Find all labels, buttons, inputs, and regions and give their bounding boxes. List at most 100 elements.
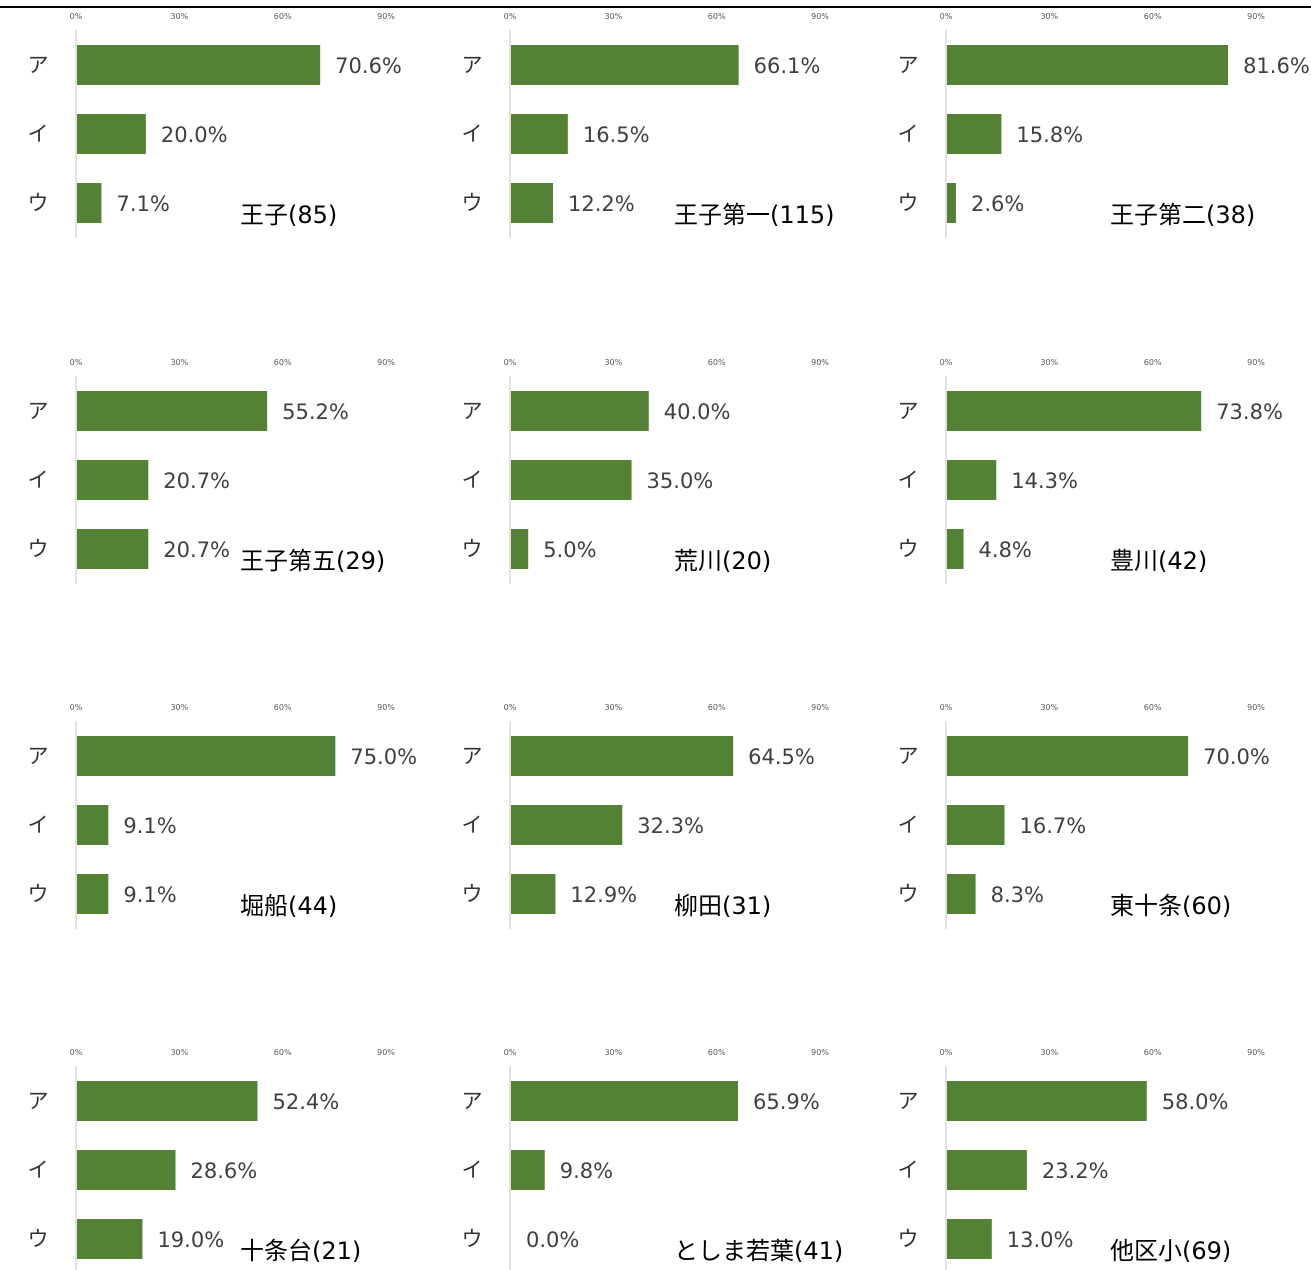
category-label: ア — [28, 744, 49, 768]
data-label: 0.0% — [526, 1228, 579, 1252]
tick-label: 30% — [170, 358, 188, 367]
category-label: イ — [28, 122, 49, 146]
bar — [511, 1150, 545, 1190]
category-label: イ — [28, 1158, 49, 1182]
bar — [511, 391, 649, 431]
tick-label: 30% — [170, 703, 188, 712]
chart-title: 堀船(44) — [240, 892, 337, 920]
bar — [77, 1081, 258, 1121]
category-label: ア — [462, 399, 483, 423]
category-label: イ — [462, 1158, 483, 1182]
data-label: 23.2% — [1042, 1159, 1109, 1183]
data-label: 20.7% — [163, 538, 230, 562]
chart-title: 豊川(42) — [1110, 547, 1207, 575]
data-label: 14.3% — [1011, 469, 1078, 493]
category-label: ウ — [898, 537, 919, 561]
chart-panel: 0% 30% 60% 90% ア 66.1% イ 16.5% ウ 12.2% 王子第一(115) — [462, 12, 835, 238]
chart-panel: 0% 30% 60% 90% ア 40.0% イ 35.0% ウ 5.0% 荒川(20) — [462, 358, 829, 584]
category-label: ウ — [462, 882, 483, 906]
category-label: イ — [28, 813, 49, 837]
category-label: ア — [898, 399, 919, 423]
tick-label: 0% — [70, 12, 83, 21]
bar — [947, 1219, 992, 1259]
tick-label: 60% — [708, 12, 726, 21]
data-label: 7.1% — [116, 192, 169, 216]
top-border-line — [0, 6, 1311, 8]
bar — [77, 805, 109, 845]
chart-panel: 0% 30% 60% 90% ア 70.6% イ 20.0% ウ 7.1% 王子(85) — [28, 12, 402, 238]
bar — [77, 736, 336, 776]
data-label: 4.8% — [979, 538, 1032, 562]
tick-label: 60% — [274, 12, 292, 21]
bar — [77, 1150, 176, 1190]
data-label: 20.0% — [161, 123, 228, 147]
tick-label: 0% — [70, 703, 83, 712]
data-label: 9.1% — [123, 883, 176, 907]
data-label: 15.8% — [1016, 123, 1083, 147]
chart-title: 荒川(20) — [674, 547, 771, 575]
chart-title: 王子(85) — [240, 201, 337, 229]
data-label: 52.4% — [272, 1090, 339, 1114]
tick-label: 90% — [811, 358, 829, 367]
chart-panel: 0% 30% 60% 90% ア 73.8% イ 14.3% ウ 4.8% 豊川(42) — [898, 358, 1283, 584]
chart-title: 他区小(69) — [1110, 1237, 1231, 1265]
bar — [77, 45, 321, 85]
chart-title: 十条台(21) — [240, 1237, 361, 1265]
chart-panel: 0% 30% 60% 90% ア 65.9% イ 9.8% ウ 0.0% としま若葉(41) — [462, 1048, 843, 1270]
bar — [947, 805, 1005, 845]
bar — [511, 529, 529, 569]
bar — [947, 529, 964, 569]
category-label: ア — [28, 1089, 49, 1113]
data-label: 5.0% — [543, 538, 596, 562]
bar — [77, 1219, 143, 1259]
bar — [511, 114, 568, 154]
category-label: ア — [462, 53, 483, 77]
bar — [947, 183, 956, 223]
data-label: 58.0% — [1162, 1090, 1229, 1114]
tick-label: 0% — [940, 703, 953, 712]
category-label: ウ — [28, 882, 49, 906]
tick-label: 0% — [70, 358, 83, 367]
bar — [947, 45, 1229, 85]
category-label: ア — [28, 399, 49, 423]
tick-label: 30% — [604, 12, 622, 21]
category-label: ア — [898, 744, 919, 768]
category-label: イ — [898, 122, 919, 146]
tick-label: 60% — [274, 703, 292, 712]
bar — [511, 45, 739, 85]
data-label: 19.0% — [157, 1228, 224, 1252]
data-label: 28.6% — [191, 1159, 258, 1183]
tick-label: 90% — [377, 358, 395, 367]
tick-label: 0% — [940, 358, 953, 367]
category-label: ウ — [462, 191, 483, 215]
category-label: ウ — [28, 537, 49, 561]
bar — [511, 183, 554, 223]
tick-label: 60% — [708, 1048, 726, 1057]
chart-title: 王子第五(29) — [240, 547, 385, 575]
bar — [77, 391, 268, 431]
data-label: 55.2% — [282, 400, 349, 424]
category-label: ア — [462, 1089, 483, 1113]
data-label: 9.8% — [560, 1159, 613, 1183]
tick-label: 30% — [1040, 12, 1058, 21]
category-label: ウ — [898, 1227, 919, 1251]
tick-label: 90% — [377, 1048, 395, 1057]
bar — [77, 460, 149, 500]
tick-label: 30% — [1040, 703, 1058, 712]
category-label: ア — [28, 53, 49, 77]
tick-label: 30% — [604, 358, 622, 367]
tick-label: 30% — [170, 12, 188, 21]
data-label: 70.0% — [1203, 745, 1270, 769]
tick-label: 0% — [504, 12, 517, 21]
data-label: 8.3% — [991, 883, 1044, 907]
tick-label: 0% — [504, 358, 517, 367]
category-label: イ — [462, 122, 483, 146]
data-label: 16.5% — [583, 123, 650, 147]
category-label: ウ — [898, 191, 919, 215]
chart-panel: 0% 30% 60% 90% ア 58.0% イ 23.2% ウ 13.0% 他区小(69) — [898, 1048, 1265, 1270]
bar — [947, 1081, 1147, 1121]
chart-title: としま若葉(41) — [674, 1237, 843, 1265]
category-label: ウ — [462, 1227, 483, 1251]
category-label: ウ — [28, 191, 49, 215]
tick-label: 30% — [604, 703, 622, 712]
